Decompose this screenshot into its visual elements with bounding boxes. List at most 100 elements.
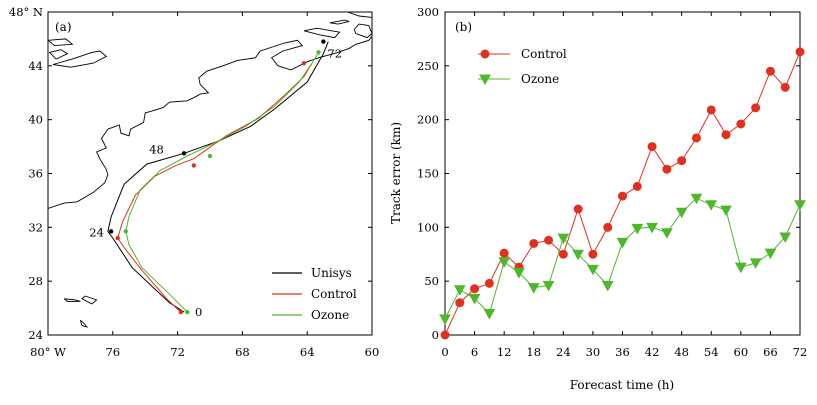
b-xtick-label: 42	[645, 345, 660, 359]
b-xtick-label: 12	[497, 345, 512, 359]
track-control	[117, 62, 313, 313]
point-control-21	[544, 235, 554, 245]
coastline-mainland	[48, 35, 372, 209]
b-xtick-label: 24	[556, 345, 571, 359]
a-xtick-label: 72	[170, 345, 185, 359]
point-ozone-36	[616, 237, 629, 249]
point-ozone-15	[513, 268, 525, 279]
point-control-24	[558, 249, 568, 259]
a-xtick-label: 80° W	[30, 345, 66, 359]
panel-b-legend: Control Ozone	[478, 47, 567, 86]
track-marker-control-6	[191, 163, 196, 168]
coastline-island-3	[329, 19, 350, 25]
point-ozone-9	[483, 308, 496, 320]
time-label-24: 24	[89, 226, 104, 240]
legend-marker-control	[480, 49, 490, 59]
coastline	[48, 12, 372, 328]
point-ozone-27	[572, 249, 584, 261]
point-control-42	[647, 142, 657, 152]
point-control-33	[603, 222, 613, 232]
point-control-36	[618, 191, 627, 201]
legend-marker-ozone	[479, 74, 491, 86]
panel-a-time-labels: 0 24 48 72	[89, 47, 342, 319]
point-control-57	[721, 130, 731, 140]
panel-b-label: (b)	[455, 20, 472, 34]
a-ytick-label: 44	[28, 59, 43, 73]
legend-label-unisys: Unisys	[311, 266, 352, 280]
a-ytick-label: 28	[28, 274, 43, 288]
b-xtick-label: 6	[471, 345, 478, 359]
point-control-18	[529, 238, 539, 248]
b-ytick-label: 200	[417, 113, 439, 127]
coastline-island-1	[303, 27, 341, 39]
point-ozone-51	[690, 193, 703, 205]
a-xtick-label: 60	[365, 345, 380, 359]
track-marker-control-7	[301, 60, 307, 66]
point-ozone-18	[527, 283, 540, 294]
track-markers	[108, 39, 326, 315]
track-unisys	[107, 41, 329, 313]
point-ozone-3	[453, 285, 466, 296]
point-ozone-21	[542, 280, 555, 292]
point-control-51	[691, 133, 701, 143]
track-marker-ozone-11	[316, 50, 321, 55]
point-ozone-12	[498, 257, 511, 268]
point-ozone-0	[439, 314, 451, 325]
track-marker-ozone-9	[123, 229, 128, 234]
track-lines	[107, 41, 329, 313]
coastline-island-6	[48, 49, 69, 60]
track-marker-unisys-3	[321, 39, 326, 44]
panel-b-track-error: (b) 0 6 12 18 24 30 36 42 48 54 60 66 72 0 50 100 150 200…	[389, 5, 807, 392]
point-control-69	[780, 82, 790, 92]
panel-a-label: (a)	[55, 20, 72, 34]
track-marker-control-5	[115, 235, 120, 241]
point-control-39	[632, 181, 642, 191]
b-ytick-label: 50	[424, 274, 439, 288]
point-control-63	[751, 103, 761, 113]
point-control-72	[795, 47, 805, 57]
point-control-27	[573, 204, 583, 214]
point-control-48	[677, 156, 687, 166]
a-ytick-label: 32	[28, 220, 43, 234]
point-control-6	[470, 284, 480, 294]
point-ozone-33	[601, 280, 614, 292]
series-line-ozone	[444, 197, 801, 320]
point-ozone-72	[794, 200, 806, 211]
b-xtick-label: 66	[763, 345, 778, 359]
panel-a-legend: Unisys Control Ozone	[272, 266, 357, 322]
a-xtick-label: 68	[235, 345, 250, 359]
point-ozone-39	[631, 223, 644, 235]
a-xtick-label: 76	[105, 345, 120, 359]
point-control-12	[499, 248, 509, 258]
point-ozone-66	[764, 248, 777, 260]
a-ytick-label: 40	[28, 113, 43, 127]
point-control-0	[440, 330, 450, 340]
coastline-island-9	[63, 298, 81, 302]
point-control-45	[662, 164, 672, 174]
b-xtick-label: 48	[674, 345, 689, 359]
legend-label-b-control: Control	[521, 47, 567, 61]
series-ozone	[439, 193, 806, 325]
point-ozone-30	[587, 264, 599, 276]
panel-b-series	[439, 47, 806, 340]
coastline-island-2	[353, 23, 372, 39]
point-ozone-69	[779, 232, 792, 244]
time-label-72: 72	[327, 47, 342, 61]
coastline-island-10	[79, 319, 89, 328]
track-marker-unisys-2	[108, 229, 114, 234]
point-ozone-45	[661, 228, 673, 239]
coastline-island-5	[52, 50, 108, 68]
a-ytick-label: 36	[28, 167, 43, 181]
legend-label-ozone: Ozone	[311, 308, 349, 322]
point-ozone-48	[675, 207, 688, 219]
coastline-island-4	[347, 12, 372, 18]
a-ytick-label: 48° N	[9, 5, 43, 19]
time-label-48: 48	[149, 142, 164, 156]
point-ozone-6	[468, 293, 481, 305]
track-ozone	[125, 52, 319, 313]
b-ytick-label: 300	[417, 5, 439, 19]
a-ytick-label: 24	[28, 328, 43, 342]
b-ytick-label: 100	[417, 220, 439, 234]
point-ozone-60	[734, 262, 747, 274]
